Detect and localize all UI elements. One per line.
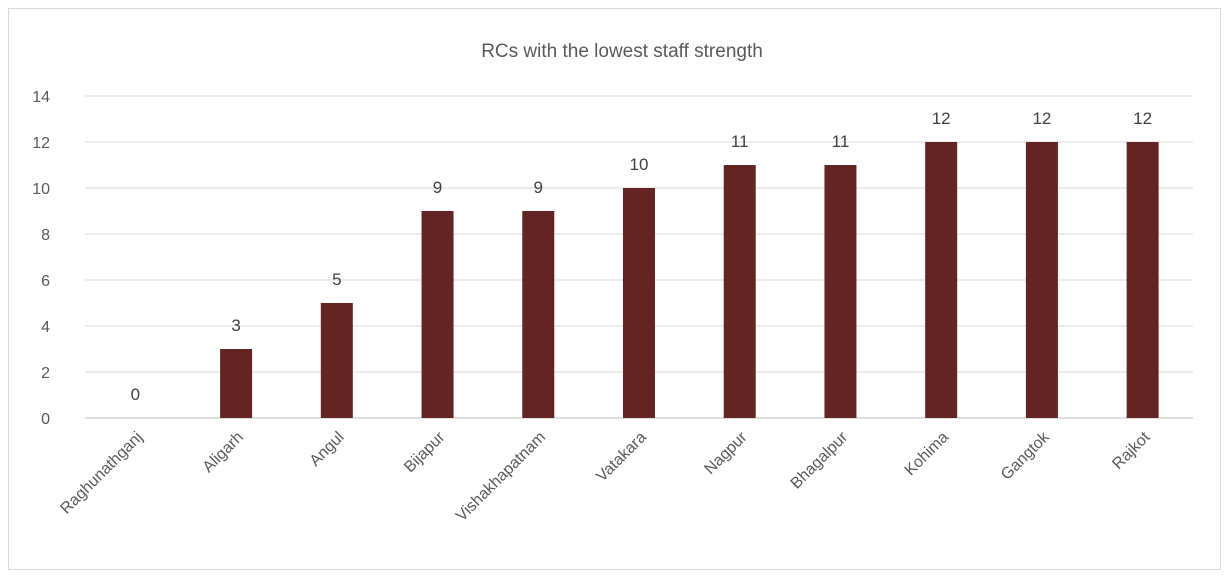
x-category-label: Nagpur bbox=[701, 428, 751, 478]
bar bbox=[723, 165, 756, 418]
bar bbox=[1126, 142, 1159, 418]
y-tick-label: 12 bbox=[32, 135, 50, 152]
y-axis-ticks: 0 2 4 6 8 10 12 14 bbox=[32, 89, 50, 428]
x-category-label: Rajkot bbox=[1109, 428, 1153, 472]
data-label: 5 bbox=[332, 270, 341, 289]
data-label: 11 bbox=[731, 132, 749, 151]
y-tick-label: 2 bbox=[41, 365, 50, 382]
x-axis-categories: Raghunathganj Aligarh Angul Bijapur Vishakha… bbox=[57, 428, 1153, 525]
y-tick-label: 10 bbox=[32, 181, 50, 198]
x-category-label: Angul bbox=[307, 429, 348, 470]
y-tick-label: 6 bbox=[41, 273, 50, 290]
y-tick-label: 8 bbox=[41, 227, 50, 244]
x-category-label: Bijapur bbox=[401, 428, 449, 476]
y-tick-label: 14 bbox=[32, 89, 50, 106]
x-category-label: Gangtok bbox=[998, 428, 1053, 483]
y-tick-label: 4 bbox=[41, 319, 50, 336]
data-label: 12 bbox=[932, 109, 951, 128]
data-label: 9 bbox=[433, 178, 442, 197]
bar bbox=[522, 211, 555, 418]
data-label: 3 bbox=[231, 316, 240, 335]
chart-title: RCs with the lowest staff strength bbox=[481, 41, 763, 62]
bar bbox=[623, 188, 655, 418]
x-category-label: Vishakhapatnam bbox=[453, 429, 549, 525]
x-category-label: Aligarh bbox=[200, 429, 247, 476]
data-label: 9 bbox=[534, 178, 543, 197]
data-label: 10 bbox=[630, 155, 649, 174]
chart-frame bbox=[8, 8, 1221, 570]
data-label: 12 bbox=[1032, 109, 1051, 128]
bar bbox=[220, 349, 253, 418]
data-label: 11 bbox=[832, 132, 850, 151]
x-category-label: Raghunathganj bbox=[57, 429, 146, 518]
data-label: 0 bbox=[131, 385, 140, 404]
x-category-label: Vatakara bbox=[593, 429, 650, 486]
x-category-label: Bhagalpur bbox=[788, 428, 852, 492]
bar bbox=[421, 211, 454, 418]
data-labels: 0 3 5 9 9 10 11 11 12 12 12 bbox=[131, 109, 1152, 404]
bars bbox=[220, 142, 1159, 418]
bar bbox=[320, 303, 353, 418]
bar bbox=[824, 165, 857, 418]
bar bbox=[925, 142, 958, 418]
y-tick-label: 0 bbox=[41, 411, 50, 428]
bar bbox=[1025, 142, 1058, 418]
data-label: 12 bbox=[1133, 109, 1152, 128]
x-category-label: Kohima bbox=[902, 429, 952, 479]
